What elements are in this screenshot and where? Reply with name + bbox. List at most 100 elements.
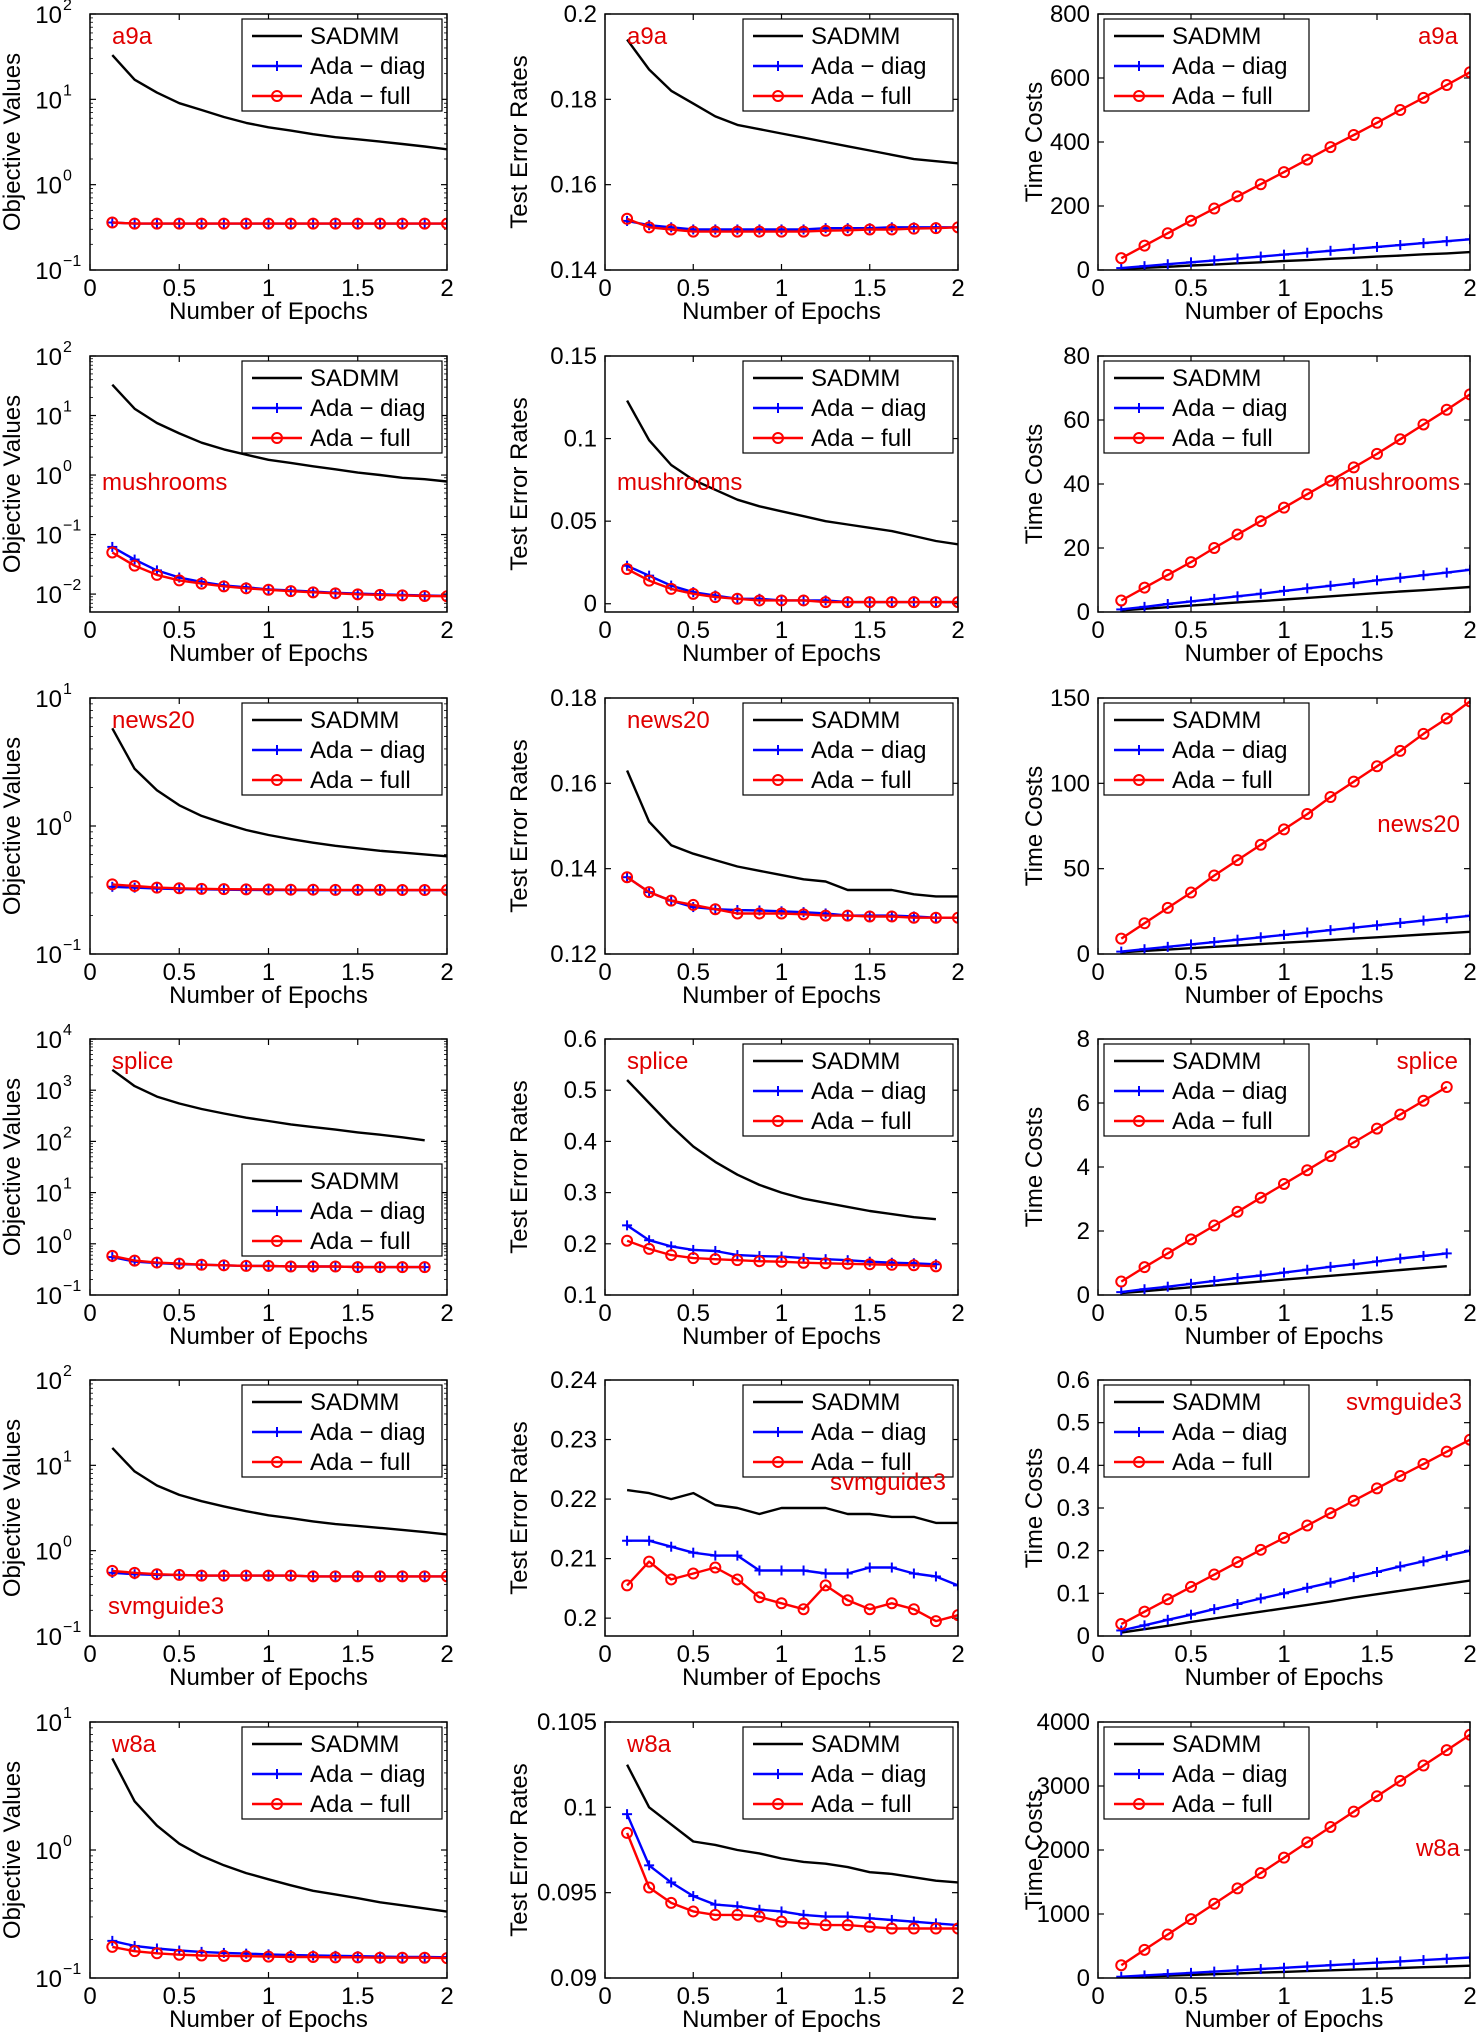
series-full [106, 1249, 431, 1274]
circle-marker [841, 1257, 854, 1270]
circle-marker [1208, 1897, 1221, 1910]
y-axis-label: Test Error Rates [506, 397, 533, 570]
legend: SADMM Ada − diag Ada − full [1103, 1043, 1310, 1137]
series-diag [1116, 910, 1470, 954]
circle-marker [271, 432, 283, 444]
y-tick-label: 800 [1050, 1, 1090, 28]
circle-marker [731, 592, 744, 605]
y-tick-label: 0.15 [550, 343, 597, 370]
legend-label: Ada − full [811, 1449, 912, 1476]
legend-label: Ada − full [310, 1449, 411, 1476]
y-tick-exponent: −1 [63, 518, 81, 535]
circle-marker [195, 1569, 208, 1582]
series-line [626, 1079, 937, 1221]
circle-marker [150, 1256, 163, 1269]
series-line [112, 883, 447, 892]
y-tick-label: 10 [35, 1453, 62, 1480]
series-line [1121, 1579, 1470, 1634]
circle-marker [772, 774, 784, 786]
circle-marker [271, 1798, 283, 1810]
circle-marker [1464, 1433, 1470, 1446]
circle-marker [1231, 1205, 1244, 1218]
circle-marker [1208, 202, 1221, 215]
circle-marker [687, 1567, 700, 1580]
series-line [626, 568, 958, 604]
y-tick-exponent: 2 [63, 1363, 72, 1380]
y-tick-label: 10 [35, 344, 62, 371]
series-SADMM [625, 770, 958, 898]
legend: SADMM Ada − diag Ada − full [241, 1384, 443, 1478]
circle-marker [418, 1951, 431, 1964]
x-tick-label: 1.5 [341, 275, 374, 302]
circle-marker [797, 1256, 810, 1269]
series-line [111, 727, 447, 858]
circle-marker [374, 1570, 387, 1583]
y-tick-exponent: 0 [63, 1534, 72, 1551]
circle-marker [240, 1259, 253, 1272]
series-SADMM [626, 1079, 937, 1221]
x-tick-label: 0.5 [1174, 959, 1207, 986]
y-tick-label: 10 [35, 404, 62, 431]
circle-marker [1185, 214, 1197, 227]
circle-marker [1301, 1836, 1314, 1849]
legend: SADMM Ada − diag Ada − full [241, 360, 443, 454]
circle-marker [731, 907, 744, 920]
x-tick-label: 2 [951, 1983, 964, 2010]
series-full [1115, 66, 1470, 265]
axes-frame [1097, 355, 1471, 613]
circle-marker [396, 1570, 409, 1583]
y-axis-label: Objective Values [0, 395, 26, 573]
x-tick-label: 1 [262, 959, 275, 986]
y-tick-exponent: −1 [63, 937, 81, 954]
y-axis-label: Time Costs [1021, 1790, 1048, 1910]
circle-marker [687, 1905, 700, 1918]
x-tick-label: 2 [1463, 275, 1476, 302]
x-tick-label: 0 [598, 275, 611, 302]
series-full [106, 878, 447, 897]
axes-frame [604, 697, 959, 955]
circle-marker [797, 225, 810, 238]
chart-news20-test-error: 0 0.5 1 1.5 2 0.12 0.14 0.16 0.18 Number of Epoch… [506, 685, 965, 1009]
series-line [626, 1764, 958, 1884]
circle-marker [1278, 501, 1290, 514]
circle-marker [819, 909, 832, 922]
circle-marker [841, 1594, 854, 1607]
x-axis-label: Number of Epochs [169, 1664, 368, 1691]
y-axis-label: Time Costs [1021, 1448, 1048, 1568]
circle-marker [665, 1249, 678, 1262]
legend: SADMM Ada − diag Ada − full [742, 18, 954, 112]
series-SADMM [111, 727, 447, 858]
y-tick-exponent: 0 [63, 809, 72, 826]
circle-marker [217, 1949, 230, 1962]
circle-marker [1371, 116, 1383, 129]
dataset-annotation: svmguide3 [830, 1469, 946, 1496]
x-tick-label: 1 [1277, 1300, 1290, 1327]
series-SADMM [111, 1068, 425, 1142]
circle-marker [173, 1257, 186, 1270]
circle-marker [709, 1253, 722, 1266]
axes-frame [1097, 1038, 1471, 1296]
x-axis-label: Number of Epochs [682, 1323, 881, 1350]
circle-marker [217, 217, 230, 230]
circle-marker [1133, 1115, 1145, 1127]
legend-label: SADMM [1172, 1731, 1261, 1758]
series-line [626, 38, 958, 165]
chart-a9a-time: 0 0.5 1 1.5 2 0 200 400 600 800 Number of Epochs Ti… [1021, 1, 1477, 325]
legend: SADMM Ada − diag Ada − full [241, 1163, 443, 1257]
legend-label: SADMM [310, 707, 399, 734]
legend-label: Ada − full [1172, 83, 1273, 110]
legend-label: Ada − full [1172, 1108, 1273, 1135]
circle-marker [1464, 66, 1470, 79]
circle-marker [307, 1950, 320, 1963]
circle-marker [1254, 515, 1267, 528]
axes-frame [604, 1038, 959, 1296]
x-tick-label: 2 [440, 617, 453, 644]
x-tick-label: 1 [775, 959, 788, 986]
series-line [1121, 914, 1470, 953]
legend-label: SADMM [1172, 707, 1261, 734]
axes-frame [89, 1379, 448, 1637]
y-axis-label: Time Costs [1021, 82, 1048, 202]
circle-marker [195, 1949, 208, 1962]
circle-marker [665, 582, 678, 595]
